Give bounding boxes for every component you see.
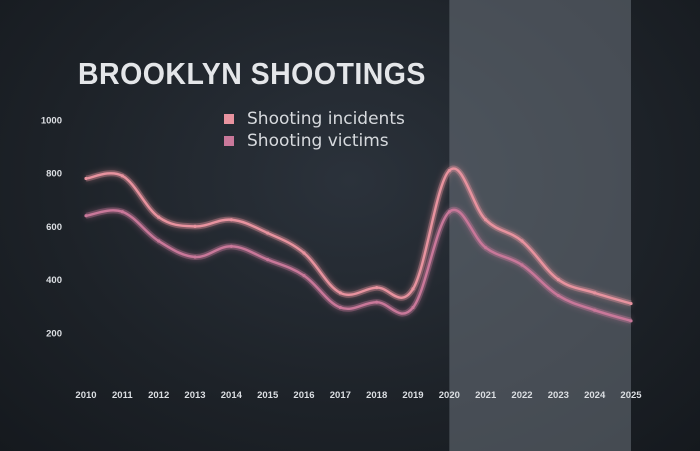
x-tick-label: 2023 — [548, 390, 569, 401]
x-tick-label: 2022 — [511, 390, 532, 401]
data-point — [266, 231, 270, 235]
data-point — [447, 168, 451, 173]
series-line-incidents — [84, 167, 633, 305]
y-tick-label: 1000 — [41, 116, 62, 127]
legend-item-incidents[interactable]: Shooting incidents — [224, 108, 405, 130]
data-point — [338, 305, 342, 310]
data-point — [193, 224, 197, 228]
x-tick-label: 2017 — [330, 390, 351, 401]
x-tick-label: 2025 — [620, 390, 642, 401]
y-tick-label: 800 — [46, 169, 62, 180]
x-tick-label: 2011 — [112, 390, 133, 401]
x-tick-label: 2021 — [475, 390, 497, 401]
series-line-victims — [84, 208, 633, 323]
data-point — [229, 244, 233, 248]
data-point — [593, 291, 597, 295]
data-point — [520, 263, 524, 267]
x-tick-label: 2019 — [402, 390, 423, 401]
x-tick-label: 2015 — [257, 390, 279, 401]
data-point — [447, 210, 451, 214]
y-tick-label: 200 — [46, 328, 62, 339]
x-tick-label: 2010 — [75, 390, 96, 401]
data-point — [84, 214, 88, 218]
data-point — [484, 246, 488, 250]
x-tick-label: 2013 — [184, 390, 205, 401]
data-point — [411, 305, 415, 310]
legend-item-victims[interactable]: Shooting victims — [224, 130, 405, 152]
legend: Shooting incidents Shooting victims — [224, 108, 405, 152]
y-tick-label: 600 — [46, 222, 62, 233]
data-point — [157, 239, 161, 243]
data-point — [484, 218, 488, 222]
data-point — [520, 239, 524, 243]
data-point — [629, 319, 633, 323]
x-tick-label: 2012 — [148, 390, 169, 401]
legend-swatch-victims — [224, 136, 234, 146]
data-point — [411, 287, 415, 291]
data-point — [629, 301, 633, 306]
data-point — [229, 218, 233, 222]
data-point — [375, 300, 379, 304]
legend-swatch-incidents — [224, 114, 234, 124]
data-point — [84, 176, 88, 181]
data-point — [593, 308, 597, 312]
data-point — [193, 255, 197, 259]
highlight-band — [449, 0, 631, 451]
x-tick-label: 2014 — [221, 390, 243, 401]
data-point — [375, 285, 379, 290]
data-point — [556, 293, 560, 298]
chart-title: BROOKLYN SHOOTINGS — [78, 56, 426, 91]
data-point — [157, 215, 161, 219]
legend-label-incidents: Shooting incidents — [247, 109, 405, 129]
y-tick-label: 400 — [46, 275, 62, 286]
data-point — [120, 174, 124, 178]
x-tick-label: 2024 — [584, 390, 606, 401]
data-point — [266, 258, 270, 262]
x-tick-label: 2018 — [366, 390, 387, 401]
data-point — [556, 278, 560, 282]
x-tick-label: 2020 — [439, 390, 460, 401]
legend-label-victims: Shooting victims — [247, 131, 389, 151]
data-point — [338, 291, 342, 295]
data-point — [302, 274, 306, 278]
data-point — [302, 251, 306, 255]
x-tick-label: 2016 — [293, 390, 314, 401]
data-point — [120, 210, 124, 214]
